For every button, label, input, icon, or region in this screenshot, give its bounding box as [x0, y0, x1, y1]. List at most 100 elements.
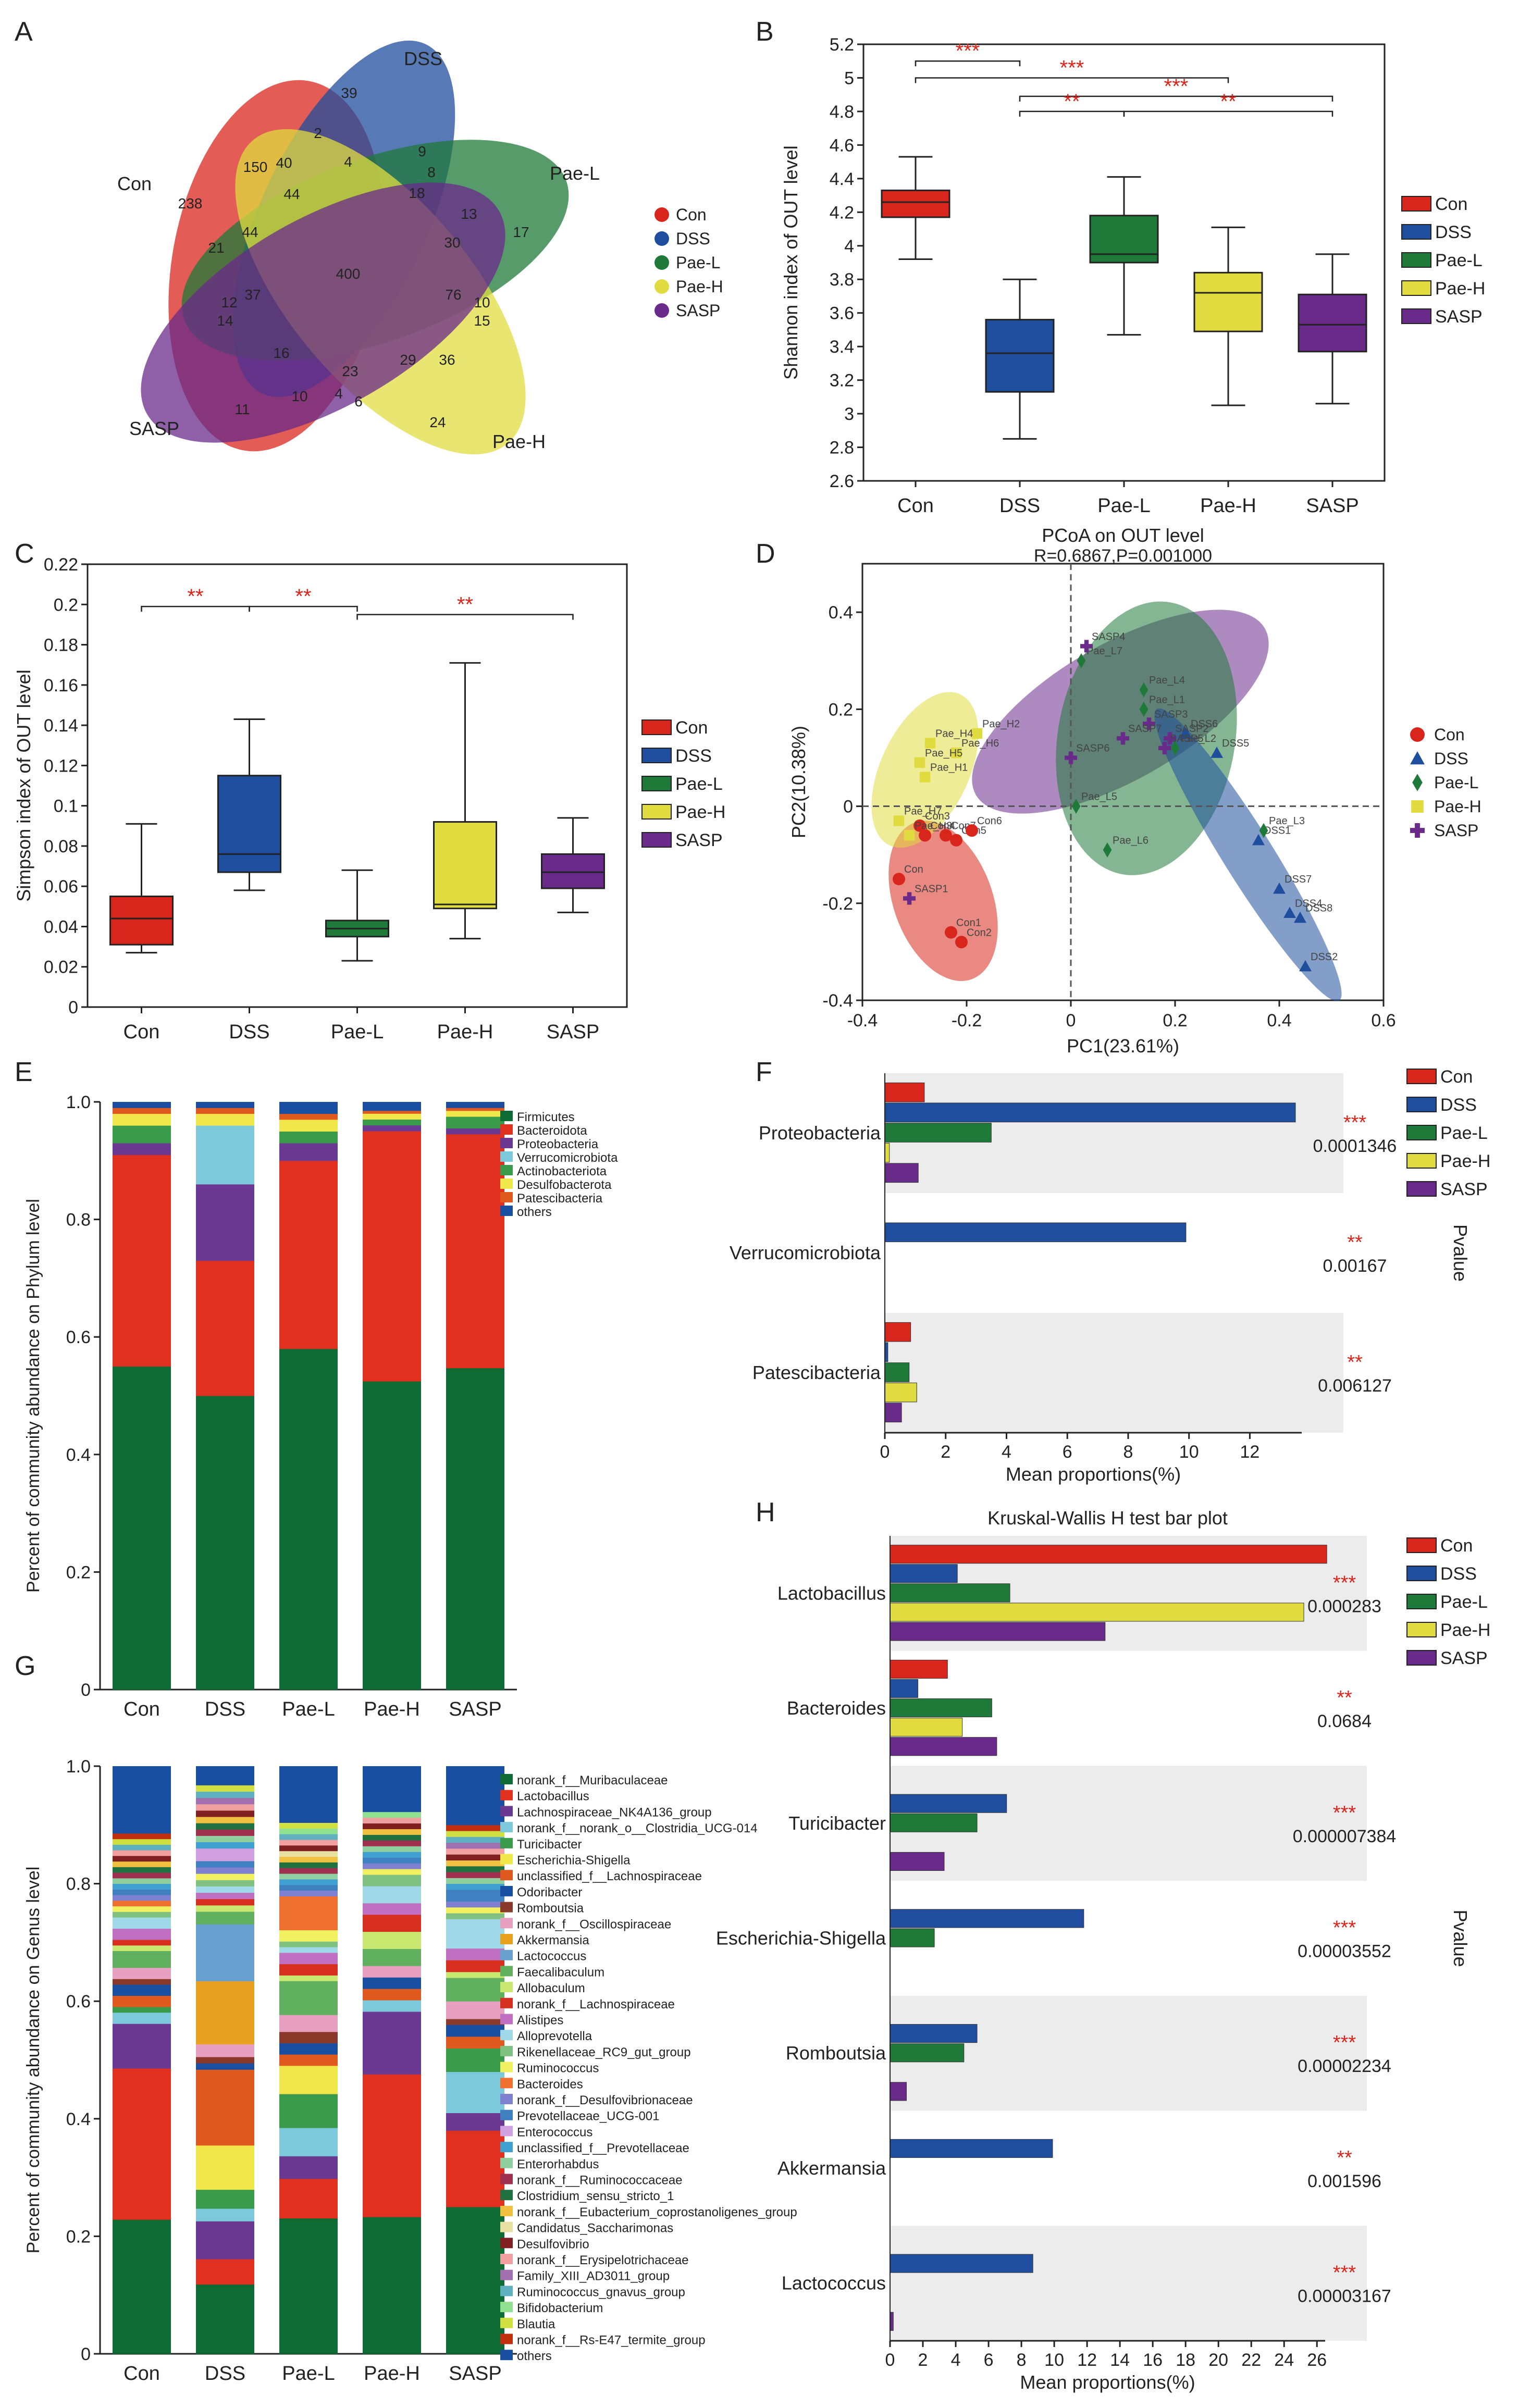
legend-swatch [641, 804, 672, 820]
significance-stars: *** [1333, 1572, 1356, 1594]
bar-segment [279, 2156, 338, 2179]
pcoa-point: Con [893, 864, 923, 886]
hbar-row: Akkermansia **0.001596 [777, 2139, 1381, 2191]
legend-swatch [500, 2062, 513, 2072]
bar-segment [196, 1766, 254, 1785]
significance-stars: *** [956, 40, 980, 63]
bar-segment [113, 2012, 171, 2024]
p-value: 0.00003552 [1298, 1942, 1391, 1962]
bar-segment [113, 1895, 171, 1901]
legend-label: Akkermansia [517, 1933, 589, 1947]
point-label: DSS2 [1311, 951, 1338, 963]
point-dss [1283, 907, 1296, 918]
point-dss [1179, 727, 1192, 739]
bar-pae-l [890, 2043, 965, 2063]
row-label: Proteobacteria [759, 1122, 881, 1144]
bar-segment [363, 1869, 421, 1875]
venn-count: 400 [336, 266, 361, 282]
y-tick-label: 4.6 [830, 135, 854, 155]
significance-bracket [915, 77, 1229, 83]
legend-label: SASP [1434, 821, 1478, 840]
legend-swatch [500, 2014, 513, 2025]
pcoa-point: Pae_H2 [971, 718, 1020, 739]
point-pae-h [1411, 800, 1424, 813]
legend-swatch [500, 1838, 513, 1848]
legend-swatch [500, 1885, 513, 1896]
legend-swatch [500, 2030, 513, 2041]
bar-segment [196, 1848, 254, 1861]
y-axis-title: Shannon index of OUT level [780, 145, 801, 380]
legend-swatch [1401, 252, 1431, 268]
box-iqr [1298, 293, 1367, 353]
row-label: Lactococcus [782, 2273, 886, 2294]
bar-segment [279, 2054, 338, 2066]
p-value: 0.00003167 [1298, 2287, 1391, 2306]
x-tick-label: 6 [1063, 1442, 1072, 1462]
legend-swatch [500, 2174, 513, 2184]
pcoa-point: Pae_H4 [924, 728, 973, 749]
pcoa-point: Pae_L3 [1259, 815, 1305, 838]
bar-pae-h [363, 1766, 421, 2354]
row-label: Bacteroides [787, 1697, 886, 1719]
box-pae-l [1089, 176, 1159, 336]
point-label: SASP5 [1170, 733, 1203, 744]
point-dss [1410, 751, 1425, 765]
bar-segment [279, 1113, 338, 1120]
legend-swatch [1406, 1537, 1437, 1553]
bar-segment [446, 1960, 504, 1972]
bar-segment [196, 2056, 254, 2064]
legend-label: Lachnospiraceae_NK4A136_group [517, 1805, 712, 1819]
bar-segment [113, 1855, 171, 1862]
legend-label: Con [675, 718, 708, 738]
y-axis-title: Percent of community abundance on Genus … [23, 1867, 43, 2254]
bar-segment [446, 1110, 504, 1117]
point-label: Pae_L5 [1081, 791, 1117, 803]
point-label: Con4 [930, 820, 955, 831]
bar-segment [446, 1860, 504, 1867]
box-iqr [541, 853, 605, 889]
y-tick-label: 0.12 [44, 756, 78, 776]
bar-segment [446, 1878, 504, 1884]
venn-count: 13 [461, 206, 477, 222]
bar-segment [113, 1839, 171, 1845]
row-band [885, 1313, 1343, 1433]
venn-count: 30 [444, 234, 460, 251]
row-band [890, 1995, 1367, 2111]
bar-dss [196, 1102, 254, 1690]
venn-count: 14 [217, 313, 233, 329]
venn-diagram [141, 40, 569, 455]
legend-swatch [1401, 196, 1431, 212]
y-tick-label: 3.2 [830, 371, 854, 391]
legend-label: Pae-L [676, 253, 720, 272]
legend-swatch [1401, 308, 1431, 324]
point-label: SASP1 [915, 883, 948, 895]
bar-segment [279, 1131, 338, 1144]
legend: Con DSS Pae-L Pae-H SASP [1401, 194, 1485, 327]
bar-segment [113, 1867, 171, 1873]
bar-segment [363, 1948, 421, 1966]
p-value: 0.00002234 [1298, 2056, 1391, 2076]
legend-label: SASP [1440, 1648, 1488, 1668]
bar-segment [279, 1845, 338, 1852]
x-tick-label: 0.6 [1371, 1011, 1395, 1031]
bar-segment [363, 1110, 421, 1114]
y-tick-label: 0 [68, 998, 78, 1017]
bar-segment [446, 1842, 504, 1849]
bar-segment [196, 1905, 254, 1912]
bar-pae-l [279, 1102, 338, 1690]
bar-segment [279, 1873, 338, 1880]
bar-segment [279, 1822, 338, 1829]
legend-swatch [654, 279, 669, 294]
bar-segment [279, 1930, 338, 1942]
bar-pae-l [890, 1583, 1010, 1603]
legend-swatch [500, 2333, 513, 2344]
y-tick-label: 0.18 [44, 636, 78, 655]
y-tick-label: 2.8 [830, 438, 854, 458]
chart-subtitle: R=0.6867,P=0.001000 [1034, 546, 1212, 566]
bar-dss [890, 2254, 1033, 2273]
bar-segment [363, 1113, 421, 1120]
x-tick-label: 4 [951, 2350, 961, 2370]
bar-segment [446, 1766, 504, 1826]
hbar-row: Escherichia-Shigella *** 0.00003552 [716, 1909, 1391, 1962]
